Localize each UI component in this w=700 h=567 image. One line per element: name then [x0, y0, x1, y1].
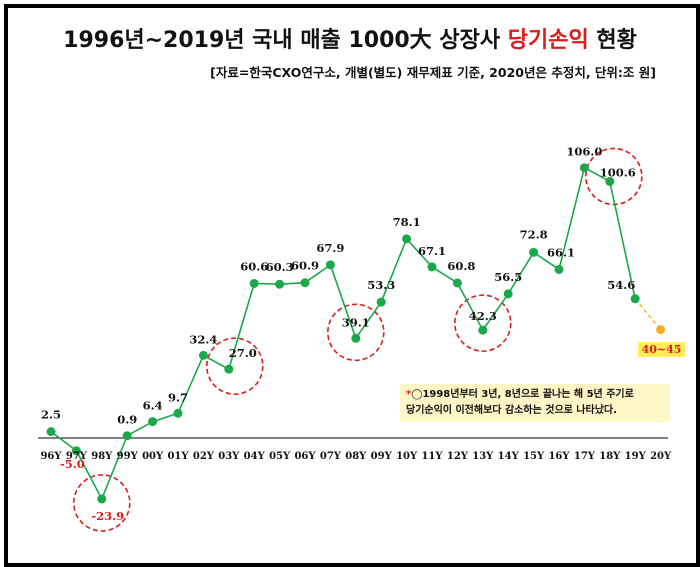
data-point: [478, 325, 488, 335]
value-label: 39.1: [342, 315, 370, 329]
highlight-circle: [584, 147, 643, 206]
highlight-circle: [73, 474, 131, 532]
data-point: [427, 262, 437, 272]
data-point: [630, 294, 640, 304]
x-tick-label: 09Y: [371, 451, 393, 462]
value-label: 60.9: [291, 259, 319, 273]
x-tick-label: 17Y: [574, 451, 596, 462]
value-label: 32.4: [189, 332, 217, 346]
value-label: 6.4: [143, 399, 163, 413]
value-label: 9.7: [168, 390, 188, 404]
value-label: 66.1: [547, 245, 575, 259]
value-label: 72.8: [520, 227, 548, 241]
value-label: 60.8: [447, 259, 475, 273]
data-point: [351, 333, 361, 343]
x-tick-label: 07Y: [320, 451, 342, 462]
forecast-line: [634, 298, 662, 331]
value-label: -23.9: [91, 509, 124, 523]
profit-series-line: [50, 166, 636, 501]
data-point: [122, 431, 132, 441]
data-point: [376, 297, 386, 307]
data-point: [503, 289, 513, 299]
data-point: [97, 494, 107, 504]
value-label: 53.3: [367, 278, 395, 292]
x-tick-label: 16Y: [548, 451, 570, 462]
value-label: 60.6: [240, 259, 268, 273]
x-tick-label: 14Y: [498, 451, 520, 462]
value-label: 54.6: [607, 278, 635, 292]
x-tick-label: 08Y: [345, 451, 367, 462]
x-tick-label: 01Y: [167, 451, 189, 462]
forecast-point: [656, 325, 666, 335]
chart-frame: [4, 4, 700, 567]
value-label: 2.5: [41, 408, 61, 422]
x-tick-label: 03Y: [218, 451, 240, 462]
data-point: [452, 278, 462, 288]
x-tick-label: 02Y: [193, 451, 215, 462]
x-tick-label: 97Y: [66, 451, 88, 462]
value-label: 42.3: [469, 309, 497, 323]
value-label: -5.0: [60, 457, 85, 471]
data-point: [605, 176, 615, 186]
data-point: [554, 264, 564, 274]
value-label: 60.3: [266, 260, 294, 274]
data-point: [173, 408, 183, 418]
data-point: [198, 350, 208, 360]
x-tick-label: 15Y: [523, 451, 545, 462]
value-label: 100.6: [600, 165, 636, 179]
highlight-circle: [206, 337, 264, 395]
data-point: [249, 278, 259, 288]
x-tick-label: 99Y: [117, 451, 139, 462]
value-label: 78.1: [393, 215, 421, 229]
highlight-circle: [453, 294, 512, 352]
x-tick-label: 05Y: [269, 451, 291, 462]
x-tick-label: 98Y: [91, 451, 113, 462]
x-tick-label: 00Y: [142, 451, 164, 462]
value-label: 27.0: [229, 346, 257, 360]
x-tick-label: 96Y: [40, 451, 62, 462]
x-tick-label: 19Y: [625, 451, 647, 462]
x-tick-label: 12Y: [447, 451, 469, 462]
x-tick-label: 04Y: [244, 451, 266, 462]
x-tick-label: 20Y: [650, 451, 672, 462]
data-point: [325, 260, 335, 270]
highlight-circle: [326, 303, 385, 362]
data-point: [579, 163, 589, 173]
data-point: [529, 247, 539, 257]
x-tick-label: 06Y: [294, 451, 316, 462]
x-tick-label: 18Y: [599, 451, 621, 462]
x-tick-label: 13Y: [472, 451, 494, 462]
x-tick-label: 11Y: [421, 451, 443, 462]
data-point: [300, 278, 310, 288]
chart-subtitle: [자료=한국CXO연구소, 개별(별도) 재무제표 기준, 2020년은 추정치…: [210, 65, 656, 80]
data-point: [275, 279, 285, 289]
value-label: 67.9: [316, 241, 344, 255]
value-label: 56.5: [494, 270, 522, 284]
data-point: [402, 234, 412, 244]
forecast-label: 40~45: [637, 341, 686, 357]
data-point: [148, 417, 158, 427]
x-tick-label: 10Y: [396, 451, 418, 462]
annotation-note: *◯1998년부터 3년, 8년으로 끝나는 해 5년 주기로 당기순익이 이전…: [400, 384, 670, 422]
chart-title: 1996년~2019년 국내 매출 1000大 상장사 당기손익 현황: [63, 28, 637, 53]
value-label: 67.1: [418, 244, 446, 258]
data-point: [46, 427, 56, 437]
value-label: 0.9: [117, 413, 137, 427]
value-label: 106.0: [566, 145, 602, 159]
data-point: [224, 364, 234, 374]
data-point: [71, 446, 81, 456]
